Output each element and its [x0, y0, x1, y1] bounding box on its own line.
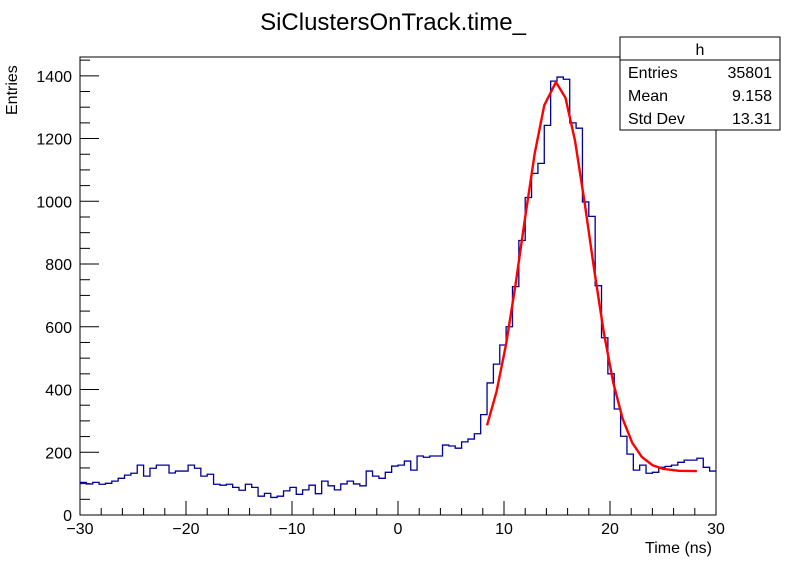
stats-stddev-label: Std Dev	[628, 111, 685, 128]
x-tick-label: 20	[601, 521, 619, 538]
y-tick-label: 0	[63, 508, 72, 525]
stats-title: h	[696, 42, 705, 59]
y-tick-label: 800	[45, 257, 72, 274]
y-tick-labels: 0 200 400 600 800 1000 1200 1400	[36, 69, 72, 525]
y-tick-label: 1400	[36, 69, 72, 86]
x-tick-labels: −30 −20 −10 0 10 20 30	[66, 521, 725, 538]
stats-stddev-value: 13.31	[732, 111, 772, 128]
stats-entries-label: Entries	[628, 65, 678, 82]
x-tick-label: 10	[495, 521, 513, 538]
y-tick-label: 200	[45, 445, 72, 462]
y-tick-label: 1200	[36, 132, 72, 149]
x-tick-label: 0	[394, 521, 403, 538]
axis-ticks	[79, 59, 717, 516]
chart-title: SiClustersOnTrack.time_	[260, 9, 526, 36]
x-tick-label: −30	[66, 521, 93, 538]
stats-mean-value: 9.158	[732, 88, 772, 105]
histogram-series	[80, 76, 716, 499]
x-axis-label: Time (ns)	[645, 540, 712, 557]
y-tick-label: 400	[45, 383, 72, 400]
y-tick-label: 600	[45, 320, 72, 337]
y-axis-label: Entries	[4, 65, 21, 115]
stats-entries-value: 35801	[728, 65, 773, 82]
fit-curve	[485, 79, 697, 473]
x-tick-label: −10	[278, 521, 305, 538]
x-tick-label: −20	[172, 521, 199, 538]
y-tick-label: 1000	[36, 194, 72, 211]
stats-mean-label: Mean	[628, 88, 668, 105]
stats-box: h Entries 35801 Mean 9.158 Std Dev 13.31	[619, 36, 781, 131]
x-tick-label: 30	[707, 521, 725, 538]
